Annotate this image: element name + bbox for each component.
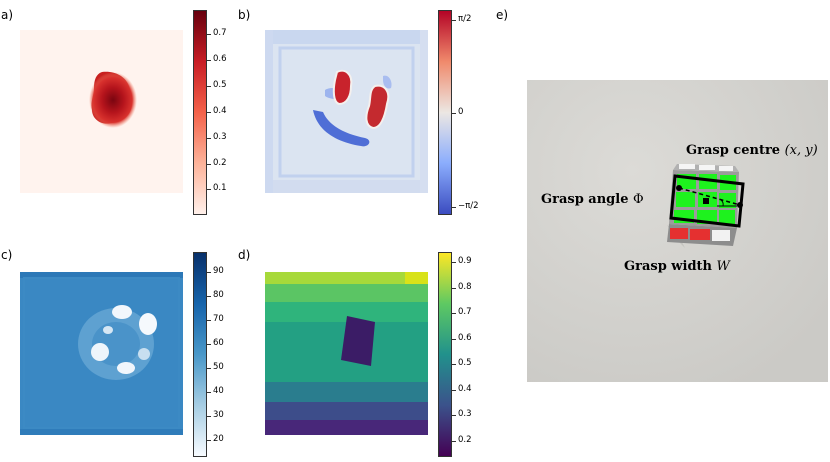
quality-tick: 0.7: [207, 28, 227, 38]
width-tick: 80: [207, 290, 224, 300]
quality-tick: 0.3: [207, 132, 227, 142]
quality-tick: 0.4: [207, 106, 227, 116]
grasp-width-text: Grasp width: [624, 259, 712, 274]
depth-tick: 0.7: [452, 307, 472, 317]
width-tick: 30: [207, 410, 224, 420]
angle-tick: −π/2: [452, 201, 479, 211]
quality-tick: 0.2: [207, 158, 227, 168]
depth-tick: 0.6: [452, 333, 472, 343]
grasp-width-annotation: Grasp width W: [624, 259, 730, 274]
quality-tick: 0.1: [207, 183, 227, 193]
grasp-width-math: W: [716, 259, 730, 274]
width-colorbar: [193, 252, 207, 457]
angle-colorbar: [438, 10, 452, 215]
grasp-centre-text: Grasp centre: [686, 143, 781, 158]
angle-heatmap: [265, 30, 428, 193]
grasp-centre-math: (x, y): [784, 143, 818, 158]
depth-heatmap: [265, 272, 428, 435]
rubiks-cube-image: [527, 80, 828, 382]
width-tick: 90: [207, 266, 224, 276]
depth-tick: 0.3: [452, 409, 472, 419]
angle-tick: 0: [451, 107, 464, 117]
depth-tick: 0.5: [452, 358, 472, 368]
depth-tick: 0.4: [452, 384, 472, 394]
depth-tick: 0.9: [452, 256, 472, 266]
panel-label-c: c): [1, 248, 13, 262]
depth-tick: 0.2: [452, 435, 472, 445]
quality-heatmap: [20, 30, 183, 193]
panel-label-b: b): [238, 8, 251, 22]
width-heatmap: [20, 272, 183, 435]
depth-colorbar: [438, 252, 452, 457]
depth-tick: 0.8: [452, 282, 472, 292]
width-tick: 60: [207, 338, 224, 348]
width-tick: 40: [207, 386, 224, 396]
grasp-angle-text: Grasp angle: [541, 192, 629, 207]
panel-label-e: e): [496, 8, 509, 22]
width-tick: 20: [207, 434, 224, 444]
quality-tick: 0.6: [207, 54, 227, 64]
cube-photo: [527, 80, 828, 382]
angle-tick: π/2: [451, 14, 472, 24]
width-tick: 70: [207, 314, 224, 324]
quality-colorbar: [193, 10, 207, 215]
quality-tick: 0.5: [207, 80, 227, 90]
panel-label-a: a): [1, 8, 14, 22]
grasp-centre-annotation: Grasp centre (x, y): [686, 143, 818, 158]
grasp-angle-annotation: Grasp angle Φ: [541, 192, 644, 207]
width-tick: 50: [207, 362, 224, 372]
grasp-angle-math: Φ: [633, 192, 644, 207]
panel-label-d: d): [238, 248, 251, 262]
